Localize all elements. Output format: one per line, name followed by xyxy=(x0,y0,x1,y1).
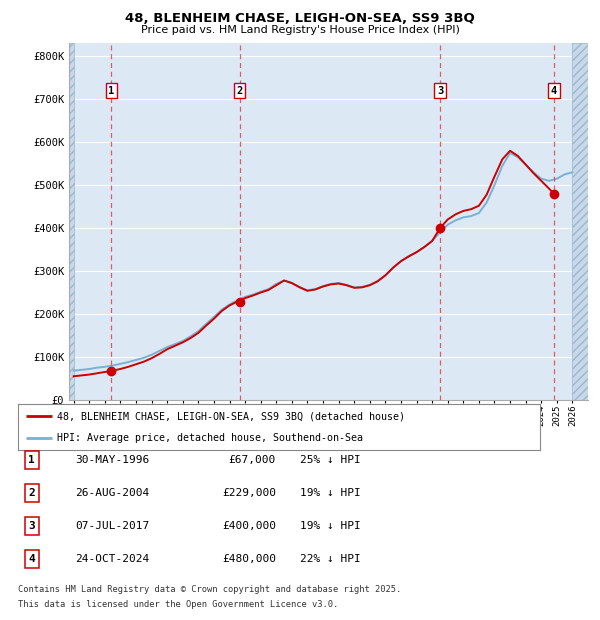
Text: 26-AUG-2004: 26-AUG-2004 xyxy=(75,488,149,498)
Text: Price paid vs. HM Land Registry's House Price Index (HPI): Price paid vs. HM Land Registry's House … xyxy=(140,25,460,35)
Text: HPI: Average price, detached house, Southend-on-Sea: HPI: Average price, detached house, Sout… xyxy=(57,433,363,443)
Text: 3: 3 xyxy=(28,521,35,531)
Text: 2: 2 xyxy=(28,488,35,498)
Text: £400,000: £400,000 xyxy=(222,521,276,531)
Text: 2: 2 xyxy=(236,86,243,95)
Text: £229,000: £229,000 xyxy=(222,488,276,498)
Text: 48, BLENHEIM CHASE, LEIGH-ON-SEA, SS9 3BQ: 48, BLENHEIM CHASE, LEIGH-ON-SEA, SS9 3B… xyxy=(125,12,475,25)
Text: 25% ↓ HPI: 25% ↓ HPI xyxy=(300,455,361,465)
Text: 4: 4 xyxy=(28,554,35,564)
Text: 07-JUL-2017: 07-JUL-2017 xyxy=(75,521,149,531)
Text: 1: 1 xyxy=(28,455,35,465)
Text: 19% ↓ HPI: 19% ↓ HPI xyxy=(300,488,361,498)
Text: Contains HM Land Registry data © Crown copyright and database right 2025.: Contains HM Land Registry data © Crown c… xyxy=(18,585,401,594)
Text: 24-OCT-2024: 24-OCT-2024 xyxy=(75,554,149,564)
Text: 1: 1 xyxy=(108,86,115,95)
Text: This data is licensed under the Open Government Licence v3.0.: This data is licensed under the Open Gov… xyxy=(18,600,338,609)
Text: £67,000: £67,000 xyxy=(229,455,276,465)
Bar xyxy=(572,43,588,400)
Text: £480,000: £480,000 xyxy=(222,554,276,564)
Text: 48, BLENHEIM CHASE, LEIGH-ON-SEA, SS9 3BQ (detached house): 48, BLENHEIM CHASE, LEIGH-ON-SEA, SS9 3B… xyxy=(57,411,405,421)
Text: 3: 3 xyxy=(437,86,443,95)
Text: 30-MAY-1996: 30-MAY-1996 xyxy=(75,455,149,465)
Text: 19% ↓ HPI: 19% ↓ HPI xyxy=(300,521,361,531)
Text: 22% ↓ HPI: 22% ↓ HPI xyxy=(300,554,361,564)
Bar xyxy=(69,43,74,400)
Text: 4: 4 xyxy=(551,86,557,95)
